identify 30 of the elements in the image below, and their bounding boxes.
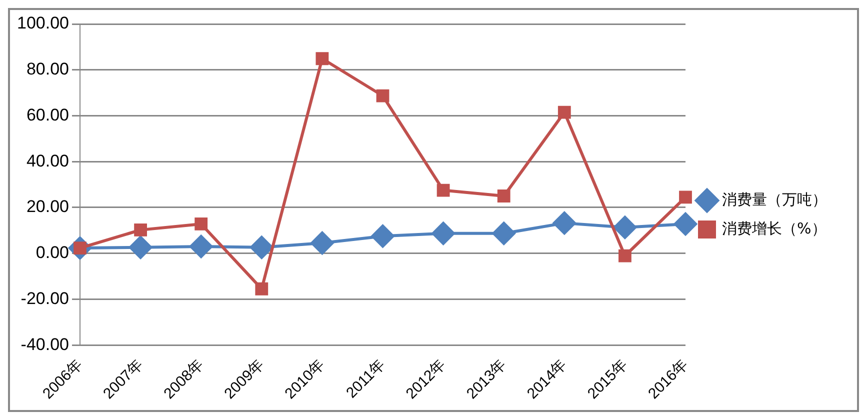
- y-tick-label: -40.00: [20, 334, 69, 354]
- point: [497, 190, 510, 202]
- point: [371, 224, 394, 248]
- point: [558, 106, 571, 119]
- point: [134, 223, 147, 236]
- point: [250, 236, 274, 259]
- y-tick-label: 40.00: [26, 151, 69, 170]
- y-tick-label: 20.00: [26, 197, 69, 216]
- y-tick-label: 60.00: [26, 105, 69, 124]
- point: [674, 212, 697, 236]
- point: [618, 249, 632, 262]
- point: [436, 184, 450, 197]
- point: [552, 212, 576, 235]
- legend-label: 消费量（万吨）: [722, 190, 827, 208]
- y-tick-label: 0.00: [36, 243, 69, 262]
- point: [316, 52, 329, 66]
- point: [310, 232, 334, 255]
- point: [376, 89, 390, 102]
- y-tick-label: -20.00: [20, 288, 69, 308]
- point: [190, 234, 213, 258]
- point: [679, 190, 692, 204]
- point: [129, 236, 152, 259]
- point: [255, 282, 268, 296]
- y-tick-label: 80.00: [26, 60, 69, 79]
- y-tick-label: 100.00: [16, 14, 69, 33]
- point: [613, 216, 636, 239]
- point: [432, 222, 455, 245]
- point: [194, 218, 208, 230]
- legend-label: 消费增长（%）: [722, 219, 826, 238]
- point: [492, 222, 516, 245]
